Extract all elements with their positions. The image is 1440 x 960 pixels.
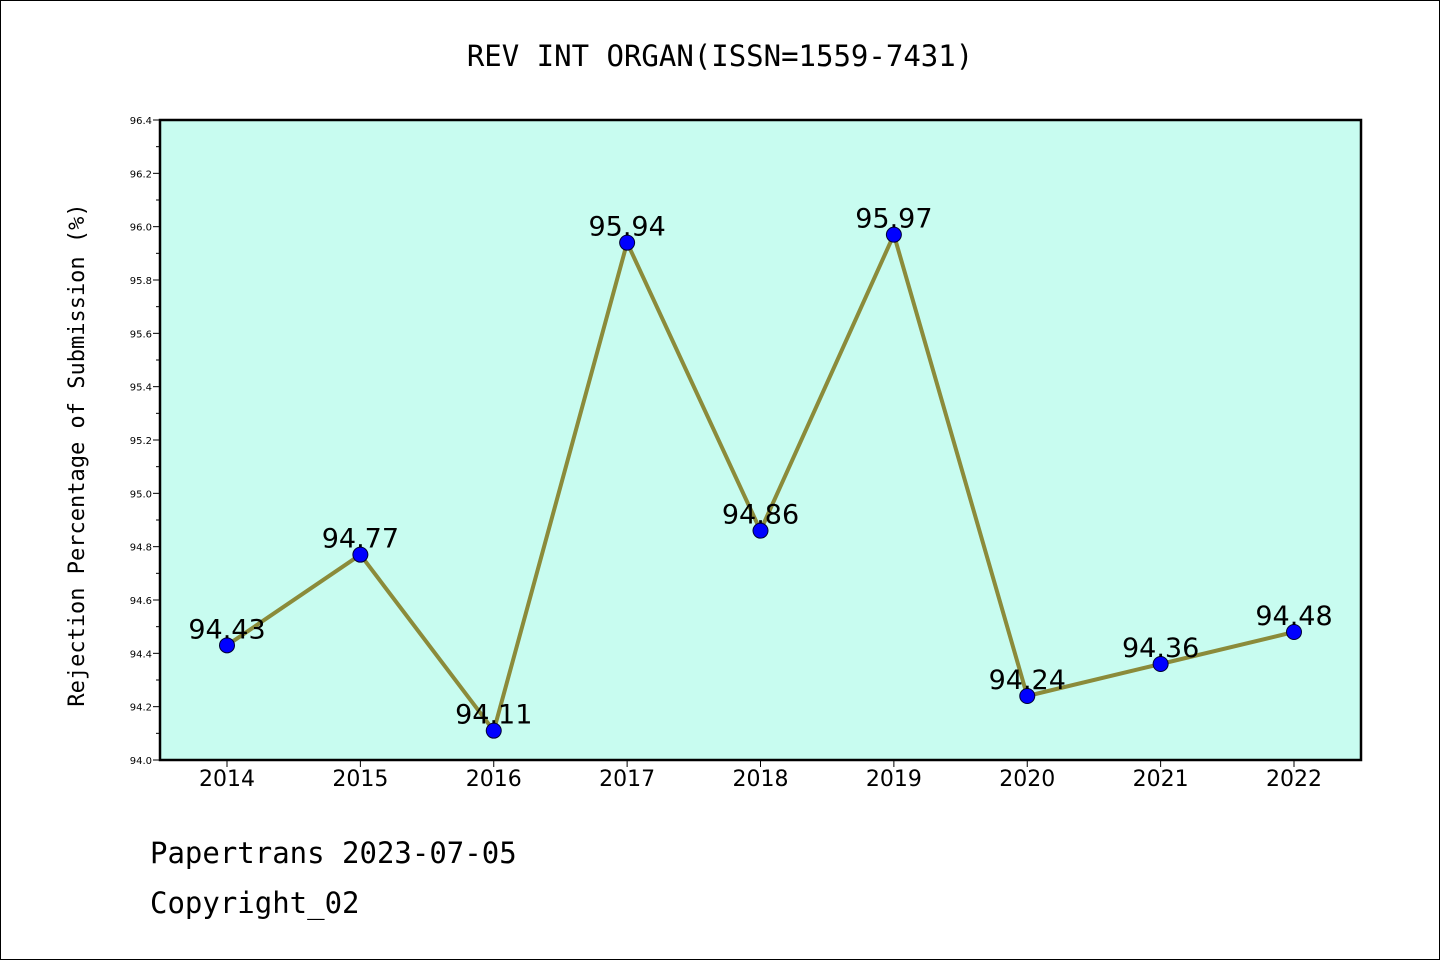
y-axis-label: Rejection Percentage of Submission (%) [65,203,90,706]
x-tick-label: 2016 [466,767,522,792]
data-point [885,226,902,243]
x-tick-label: 2018 [733,767,789,792]
plot-area [160,120,1361,760]
y-tick-label: 96.2 [130,169,152,180]
footer-copyright: Copyright_02 [150,886,360,920]
footer-date: Papertrans 2023-07-05 [150,836,517,870]
y-tick-label: 94.4 [130,649,152,660]
y-tick-label: 96.0 [130,223,152,234]
data-point [752,522,769,539]
y-tick-label: 94.8 [130,543,152,554]
chart-title: REV INT ORGAN(ISSN=1559-7431) [467,39,973,73]
x-tick-label: 2017 [599,767,655,792]
data-label: 95.97 [855,204,932,235]
data-label: 94.11 [455,700,532,731]
data-point [619,234,636,251]
x-tick-label: 2021 [1133,767,1189,792]
data-point [219,637,235,654]
series-layer: 94.43 94.77 94.11 95.94 94.86 95.97 94.24 94.36… [188,204,1333,739]
data-point [1152,656,1169,672]
y-tick-label: 95.4 [130,383,152,394]
x-tick-label: 2022 [1266,767,1322,792]
data-label: 95.94 [588,212,665,243]
x-tick-label: 2015 [332,767,388,792]
plot-border [158,118,1363,762]
data-label: 94.24 [989,665,1066,696]
data-point [1286,624,1302,640]
data-point [1019,688,1036,704]
data-label: 94.48 [1255,601,1332,632]
x-tick-label: 2020 [999,767,1055,792]
y-tick-label: 95.0 [130,489,152,500]
data-label: 94.43 [188,614,265,645]
y-tick-label: 96.4 [130,116,152,127]
x-tick-label: 2019 [866,767,922,792]
y-tick-label: 94.6 [130,596,152,607]
x-axis: 2014 2015 2016 2017 2018 2019 2020 2021 2022 [199,760,1322,792]
y-axis: 94.0 94.2 94.4 94.6 94.8 95.0 95.2 95.4 95.6 95.8… [130,116,160,767]
y-tick-label: 94.0 [130,756,152,767]
x-tick-label: 2014 [199,767,255,792]
y-tick-label: 95.2 [130,436,152,447]
data-point [485,722,502,739]
y-tick-label: 95.6 [130,329,152,340]
data-label: 94.36 [1122,633,1199,664]
data-label: 94.77 [322,524,399,555]
y-tick-label: 95.8 [130,276,152,287]
data-point [352,546,369,563]
y-tick-label: 94.2 [130,703,152,714]
data-label: 94.86 [722,500,799,531]
